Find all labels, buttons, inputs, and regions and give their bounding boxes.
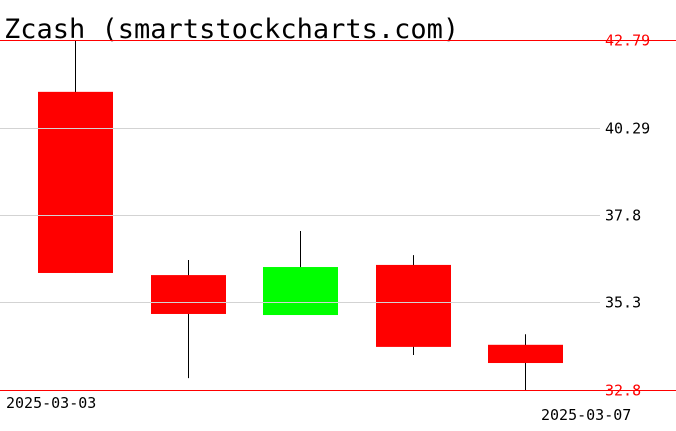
candle-body — [488, 344, 563, 364]
x-tick-label-end: 2025-03-07 — [541, 406, 631, 424]
y-tick-label: 40.29 — [605, 120, 650, 138]
y-tick-label: 32.8 — [605, 382, 641, 400]
y-tick-label: 35.3 — [605, 294, 641, 312]
candle-body — [151, 275, 226, 314]
y-tick-label: 37.8 — [605, 207, 641, 225]
chart-title: Zcash (smartstockcharts.com) — [4, 14, 459, 45]
candle-body — [376, 264, 451, 347]
x-tick-label-start: 2025-03-03 — [6, 394, 96, 412]
candle-body — [38, 91, 113, 273]
candle-body — [263, 267, 338, 316]
y-tick-label: 42.79 — [605, 32, 650, 50]
